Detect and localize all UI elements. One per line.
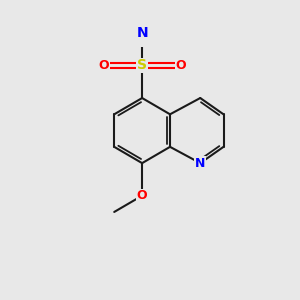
Text: O: O xyxy=(137,189,147,202)
Text: N: N xyxy=(136,26,148,40)
Text: O: O xyxy=(98,59,109,72)
Text: O: O xyxy=(175,59,186,72)
Text: N: N xyxy=(195,157,206,169)
Text: S: S xyxy=(137,58,147,73)
